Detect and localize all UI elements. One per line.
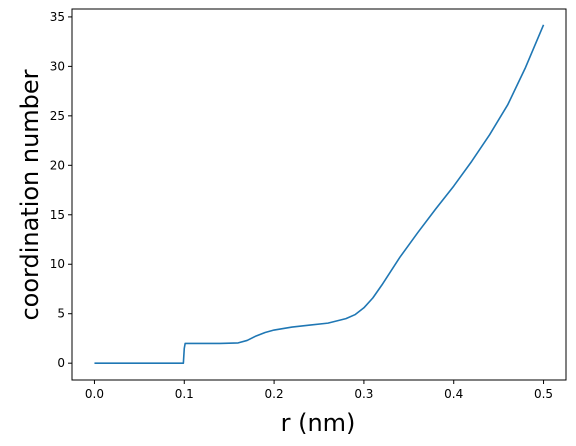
y-tick-label: 30 bbox=[50, 59, 65, 73]
y-tick-label: 10 bbox=[50, 257, 65, 271]
y-axis-ticks: 0 5 10 15 20 25 30 35 bbox=[50, 10, 72, 370]
x-tick-label: 0.3 bbox=[354, 387, 373, 401]
x-axis-ticks: 0.0 0.1 0.2 0.3 0.4 0.5 bbox=[85, 380, 553, 401]
y-tick-label: 35 bbox=[50, 10, 65, 24]
x-tick-label: 0.5 bbox=[534, 387, 553, 401]
y-tick-label: 5 bbox=[57, 307, 65, 321]
plot-area bbox=[71, 8, 567, 381]
x-axis-label: r (nm) bbox=[281, 409, 356, 437]
plot-frame bbox=[71, 8, 567, 381]
x-tick-label: 0.0 bbox=[85, 387, 104, 401]
y-axis-label: coordination number bbox=[16, 69, 44, 320]
x-tick-label: 0.4 bbox=[444, 387, 463, 401]
y-tick-label: 15 bbox=[50, 208, 65, 222]
series-line-0 bbox=[94, 24, 545, 364]
series-layer bbox=[94, 24, 545, 364]
y-tick-label: 0 bbox=[57, 356, 65, 370]
y-tick-label: 20 bbox=[50, 158, 65, 172]
x-tick-label: 0.2 bbox=[265, 387, 284, 401]
y-tick-label: 25 bbox=[50, 109, 65, 123]
x-tick-label: 0.1 bbox=[175, 387, 194, 401]
